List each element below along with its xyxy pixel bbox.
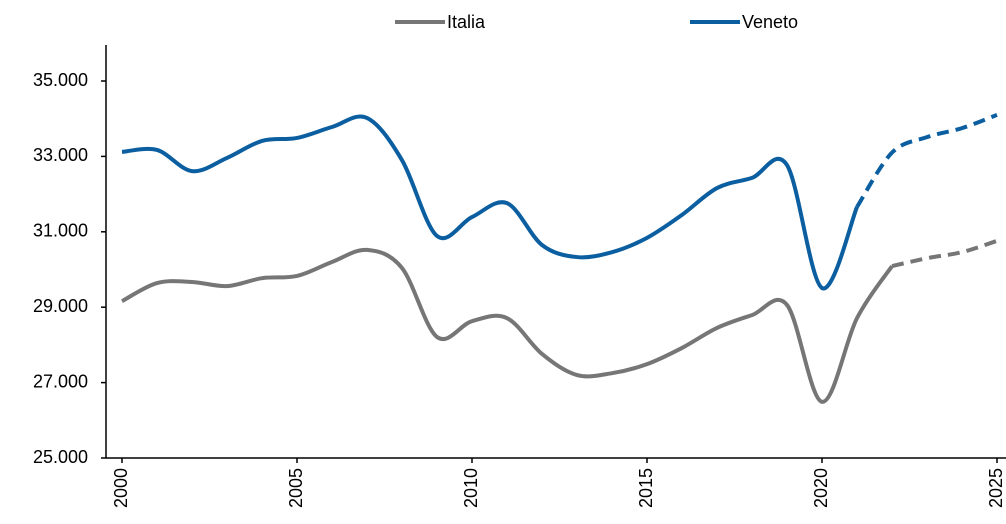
y-tick-label: 27.000 (33, 371, 88, 391)
series-line (121, 114, 859, 290)
series-line-projection (891, 238, 998, 269)
legend-label: Veneto (742, 12, 798, 32)
y-tick-label: 29.000 (33, 296, 88, 316)
x-tick-label: 2015 (636, 468, 656, 508)
x-tick-label: 2005 (286, 468, 306, 508)
series-line-projection (855, 113, 998, 209)
y-tick-label: 33.000 (33, 145, 88, 165)
series-line (121, 247, 894, 404)
y-tick-label: 25.000 (33, 447, 88, 467)
x-tick-label: 2000 (111, 468, 131, 508)
y-tick-label: 31.000 (33, 221, 88, 241)
y-tick-label: 35.000 (33, 70, 88, 90)
x-tick-label: 2025 (986, 468, 1006, 508)
x-tick-label: 2020 (811, 468, 831, 508)
legend-label: Italia (447, 12, 486, 32)
x-tick-label: 2010 (461, 468, 481, 508)
